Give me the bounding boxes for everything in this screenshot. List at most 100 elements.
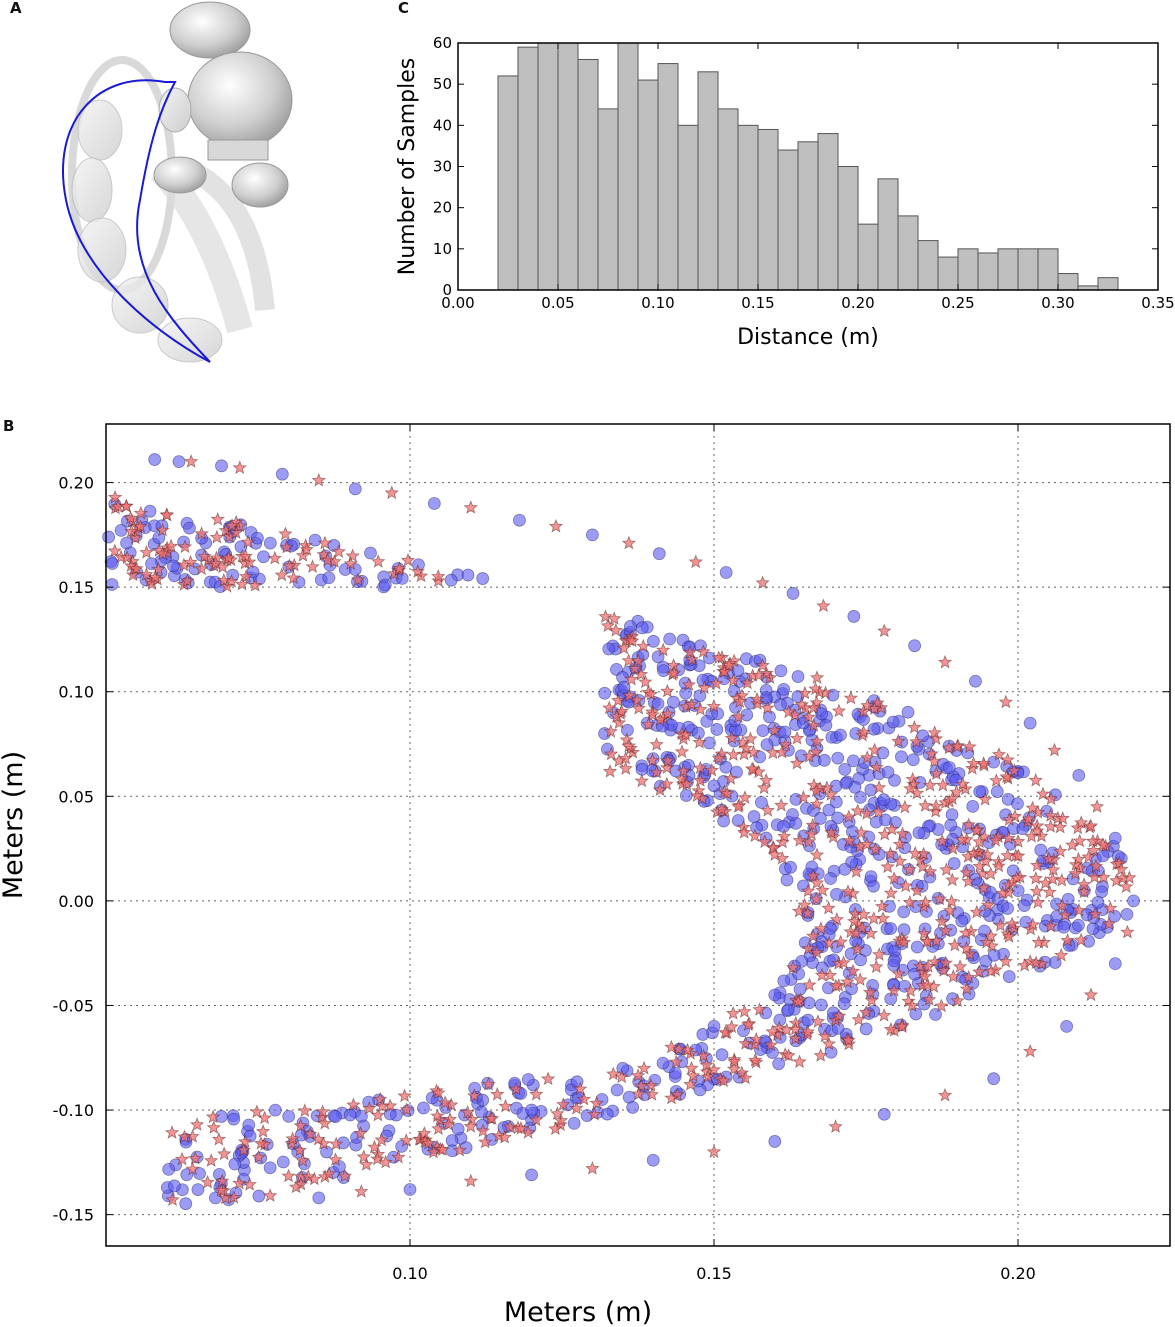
scatter-point-star	[1086, 842, 1101, 857]
y-tick-label: 0	[442, 281, 452, 299]
scatter-point-star	[738, 740, 754, 755]
scatter-point-star	[1058, 907, 1073, 922]
scatter-point-circle	[707, 779, 721, 793]
scatter-point-star	[621, 535, 637, 550]
scatter-point-star	[918, 798, 933, 813]
scatter-point-star	[771, 1020, 787, 1035]
scatter-point-star	[863, 925, 879, 940]
scatter-point-star	[816, 598, 831, 613]
scatter-point-star	[724, 730, 740, 745]
scatter-point-circle	[1108, 831, 1122, 845]
scatter-point-star	[781, 704, 796, 719]
scatter-point-star	[738, 1070, 753, 1085]
scatter-point-star	[988, 832, 1003, 847]
scatter-point-star	[384, 485, 399, 500]
scatter-point-star	[961, 873, 976, 888]
scatter-point-circle	[772, 1057, 786, 1071]
scatter-point-star	[295, 1153, 310, 1168]
scatter-point-circle	[774, 698, 787, 712]
scatter-point-star	[980, 847, 995, 862]
scatter-point-star	[696, 644, 711, 658]
scatter-point-circle	[647, 634, 660, 648]
scatter-point-star	[1085, 833, 1101, 848]
scatter-point-star	[693, 773, 708, 787]
scatter-point-star	[800, 883, 816, 898]
scatter-point-circle	[859, 1022, 873, 1036]
scatter-point-star	[938, 955, 953, 970]
scatter-point-star	[886, 983, 902, 997]
scatter-point-star	[1031, 934, 1046, 949]
scatter-point-star	[743, 731, 758, 746]
scatter-point-star	[817, 1028, 833, 1043]
scatter-point-star	[756, 780, 772, 795]
scatter-point-star	[804, 826, 819, 841]
scatter-point-star	[883, 846, 898, 861]
scatter-point-star	[618, 761, 633, 775]
scatter-point-circle	[987, 948, 1001, 962]
scatter-point-star	[979, 934, 994, 949]
scatter-point-circle	[784, 860, 797, 874]
scatter-point-star	[936, 963, 951, 977]
scatter-point-star	[792, 1054, 807, 1069]
scatter-point-circle	[786, 587, 800, 600]
scatter-point-star	[883, 885, 899, 900]
scatter-point-star	[859, 836, 875, 851]
scatter-point-circle	[824, 872, 837, 885]
scatter-point-star	[371, 554, 386, 568]
scatter-point-star	[801, 941, 816, 955]
scatter-point-star	[808, 744, 824, 759]
scatter-point-star	[548, 518, 564, 533]
scatter-point-star	[922, 864, 938, 878]
scatter-point-star	[540, 1071, 556, 1086]
scatter-point-circle	[1072, 768, 1086, 782]
scatter-point-star	[755, 657, 770, 672]
scatter-point-star	[808, 681, 823, 696]
scatter-point-star	[1065, 837, 1080, 852]
scatter-point-circle	[884, 922, 898, 935]
scatter-point-star	[972, 858, 987, 873]
scatter-point-circle	[1011, 797, 1024, 811]
scatter-point-star	[983, 866, 998, 881]
scatter-point-star	[431, 1085, 446, 1100]
y-tick-label: 40	[433, 116, 452, 134]
scatter-point-star	[993, 917, 1008, 932]
scatter-point-star	[689, 788, 705, 803]
scatter-point-circle	[1086, 922, 1100, 936]
scatter-point-circle	[168, 1179, 181, 1193]
scatter-point-star	[1004, 916, 1020, 931]
scatter-point-star	[463, 1118, 478, 1133]
histogram-bar	[1017, 248, 1039, 291]
scatter-point-star	[886, 871, 902, 885]
scatter-point-star	[619, 732, 635, 747]
scatter-point-star	[809, 733, 825, 748]
scatter-point-star	[719, 786, 735, 800]
scatter-point-star	[576, 1091, 592, 1106]
scatter-point-star	[177, 539, 193, 554]
scatter-point-star	[815, 882, 830, 897]
scatter-point-star	[1047, 742, 1062, 757]
scatter-point-star	[631, 700, 646, 715]
scatter-point-star	[767, 847, 783, 861]
scatter-point-star	[513, 1120, 529, 1135]
scatter-point-star	[119, 550, 135, 564]
histogram-bar	[557, 42, 579, 291]
scatter-point-star	[874, 899, 890, 913]
scatter-point-circle	[120, 536, 133, 550]
scatter-point-star	[872, 947, 887, 961]
scatter-point-star	[806, 718, 821, 732]
scatter-point-star	[684, 1060, 699, 1075]
scatter-point-circle	[774, 664, 788, 678]
scatter-point-star	[708, 676, 724, 690]
histogram-bar	[837, 166, 859, 291]
scatter-point-star	[350, 572, 366, 587]
bee-leg-model-illustration	[62, 1, 293, 363]
scatter-point-circle	[663, 632, 677, 646]
x-tick-label: 0.20	[1000, 1264, 1036, 1283]
scatter-point-star	[430, 1108, 445, 1123]
scatter-point-star	[636, 1060, 652, 1075]
scatter-point-star	[598, 609, 613, 623]
scatter-point-star	[508, 1081, 524, 1096]
scatter-point-circle	[646, 1153, 660, 1167]
scatter-point-star	[972, 834, 987, 849]
scatter-point-star	[868, 841, 883, 856]
